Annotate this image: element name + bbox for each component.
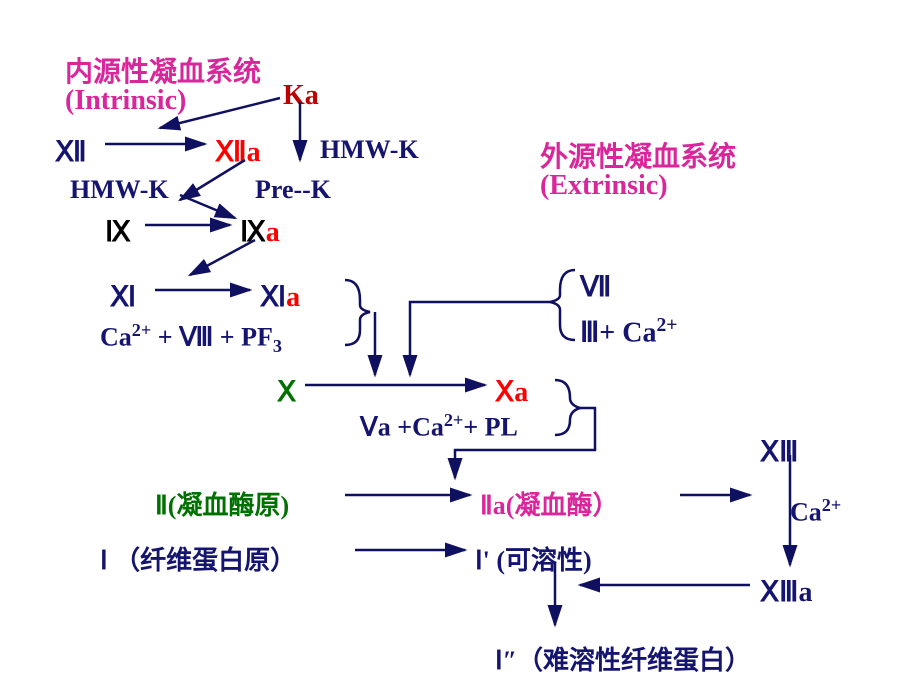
node-i-prime: Ⅰ' (可溶性) xyxy=(475,540,592,577)
node-ca2: Ca2+ xyxy=(790,495,841,528)
node-xiii: ⅩⅢ xyxy=(760,435,799,469)
extrinsic-title-en: (Extrinsic) xyxy=(540,170,668,202)
node-prek: Pre--K xyxy=(255,175,331,205)
node-hmwk-lower: HMW-K xyxy=(70,175,169,205)
node-ixa: Ⅸa xyxy=(240,215,280,249)
node-i-double-prime: Ⅰ″（难溶性纤维蛋白） xyxy=(495,640,751,677)
node-iii-ca: Ⅲ+ Ca2+ xyxy=(580,315,677,349)
node-xiiia: ⅩⅢa xyxy=(760,575,813,609)
node-vii: Ⅶ xyxy=(580,270,611,304)
intrinsic-title-cn: 内源性凝血系统 xyxy=(65,50,261,90)
intrinsic-title-en: (Intrinsic) xyxy=(65,85,186,117)
node-xia: Ⅺa xyxy=(260,280,300,314)
node-xi: Ⅺ xyxy=(110,280,136,314)
node-xa: Ⅹa xyxy=(495,375,528,409)
node-ii: Ⅱ(凝血酶原) xyxy=(155,485,289,522)
node-ix: Ⅸ xyxy=(105,215,131,249)
node-va-ca-pl: Ⅴa +Ca2++ PL xyxy=(360,410,518,443)
node-i: Ⅰ （纤维蛋白原） xyxy=(100,540,296,577)
extrinsic-title-cn: 外源性凝血系统 xyxy=(540,135,736,175)
node-x: Ⅹ xyxy=(277,375,296,409)
node-hmwk-upper: HMW-K xyxy=(320,135,419,165)
node-iia: Ⅱa(凝血酶） xyxy=(480,485,618,522)
node-ka: Ka xyxy=(283,80,319,112)
node-xiia: Ⅻa xyxy=(215,135,261,169)
node-ca-viii-pf3: Ca2+ + Ⅷ + PF3 xyxy=(100,320,282,357)
node-xii: Ⅻ xyxy=(55,135,87,169)
